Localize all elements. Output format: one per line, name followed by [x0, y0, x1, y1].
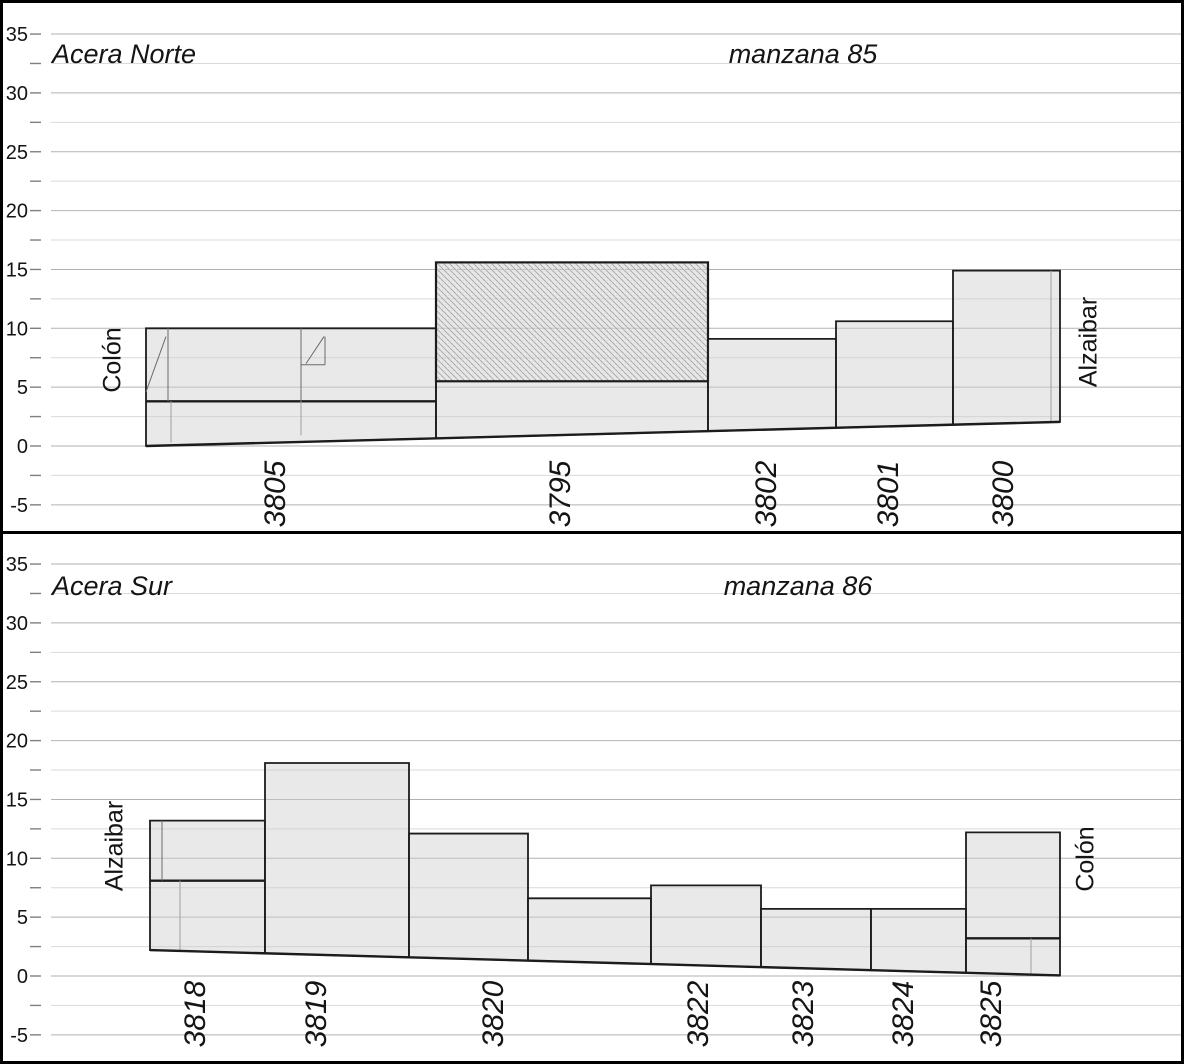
- parcel-number-label: 3818: [179, 980, 212, 1047]
- building-3818: [149, 819, 266, 955]
- axis-tick-label: 25: [6, 142, 28, 164]
- axis-tick-label: 0: [17, 966, 28, 988]
- elevation-chart-canvas: -5 0 5 10 15 20 25 30 35 3805 3795 3802 3801 3800 -5 0 5…: [6, 24, 1181, 1048]
- panel2-street-right-label: Colón: [1071, 826, 1100, 892]
- panel2-street-left-label: Alzaibar: [100, 800, 129, 892]
- sidewalk-ground-line: [149, 948, 1061, 977]
- building-facade: [264, 762, 410, 959]
- parcel-number-label: 3795: [544, 460, 577, 527]
- building-facade: [149, 819, 266, 955]
- panel-norte: -5 0 5 10 15 20 25 30 35 3805 3795 3802 3801 3800: [6, 24, 1181, 528]
- parcel-number-label: 3805: [259, 460, 292, 527]
- building-3800: [952, 269, 1061, 426]
- panel1-block-label: manzana 85: [728, 39, 878, 69]
- panel1-street-left-label: Colón: [98, 327, 127, 393]
- building-facade: [650, 884, 762, 969]
- axis-tick-label: 20: [6, 731, 28, 753]
- axis-tick-label: -5: [10, 1025, 28, 1047]
- building-3805: [145, 327, 437, 447]
- axis-tick-label: 25: [6, 672, 28, 694]
- axis-tick-label: 10: [6, 318, 28, 340]
- building-facade: [408, 832, 529, 962]
- axis-tick-label: 15: [6, 259, 28, 281]
- building-3823: [760, 908, 872, 972]
- parcel-number-label: 3819: [300, 980, 333, 1047]
- axis-tick-label: 0: [17, 436, 28, 458]
- panel-sur: -5 0 5 10 15 20 25 30 35 3818 3819 3820 3822 3823 3824…: [6, 554, 1181, 1048]
- building-3825: [965, 831, 1061, 977]
- building-facade: [870, 908, 967, 974]
- parcel-number-label: 3800: [987, 460, 1020, 527]
- facade-detail-line: [145, 336, 167, 393]
- panel1-title: Acera Norte: [52, 39, 197, 69]
- parcel-number-label: 3802: [750, 460, 783, 527]
- building-3802: [707, 337, 837, 433]
- building-facade: [527, 897, 652, 965]
- hatched-facade-area: [434, 261, 710, 383]
- axis-tick-label: 35: [6, 24, 28, 46]
- building-3801: [835, 320, 954, 429]
- facade-detail-line: [305, 336, 325, 364]
- panel1-street-right-label: Alzaibar: [1074, 296, 1103, 388]
- parcel-number-label: 3824: [887, 981, 920, 1048]
- building-facade: [965, 831, 1061, 977]
- building-facade: [952, 269, 1061, 426]
- building-3795: [434, 261, 710, 440]
- panel2-title: Acera Sur: [52, 571, 173, 601]
- building-facade: [145, 327, 437, 447]
- parcel-number-label: 3822: [682, 980, 715, 1047]
- building-3820: [408, 832, 652, 965]
- axis-tick-label: 35: [6, 554, 28, 576]
- axis-tick-label: 10: [6, 848, 28, 870]
- axis-tick-label: 15: [6, 789, 28, 811]
- parcel-number-label: 3820: [477, 980, 510, 1047]
- sidewalk-ground-line: [145, 420, 1061, 448]
- axis-tick-label: 5: [17, 907, 28, 929]
- axis-tick-label: 5: [17, 377, 28, 399]
- building-facade: [835, 320, 954, 429]
- panel-divider-line: [3, 531, 1181, 534]
- panel2-block-label: manzana 86: [723, 571, 873, 601]
- parcel-number-label: 3823: [787, 980, 820, 1047]
- building-facade: [707, 337, 837, 433]
- axis-tick-label: -5: [10, 495, 28, 517]
- building-3822: [650, 884, 762, 969]
- building-facade: [760, 908, 872, 972]
- axis-tick-label: 30: [6, 613, 28, 635]
- axis-tick-label: 30: [6, 83, 28, 105]
- parcel-number-label: 3801: [872, 461, 905, 528]
- axis-tick-label: 20: [6, 201, 28, 223]
- building-3819: [264, 762, 410, 959]
- building-3824: [870, 908, 967, 974]
- parcel-number-label: 3825: [975, 980, 1008, 1047]
